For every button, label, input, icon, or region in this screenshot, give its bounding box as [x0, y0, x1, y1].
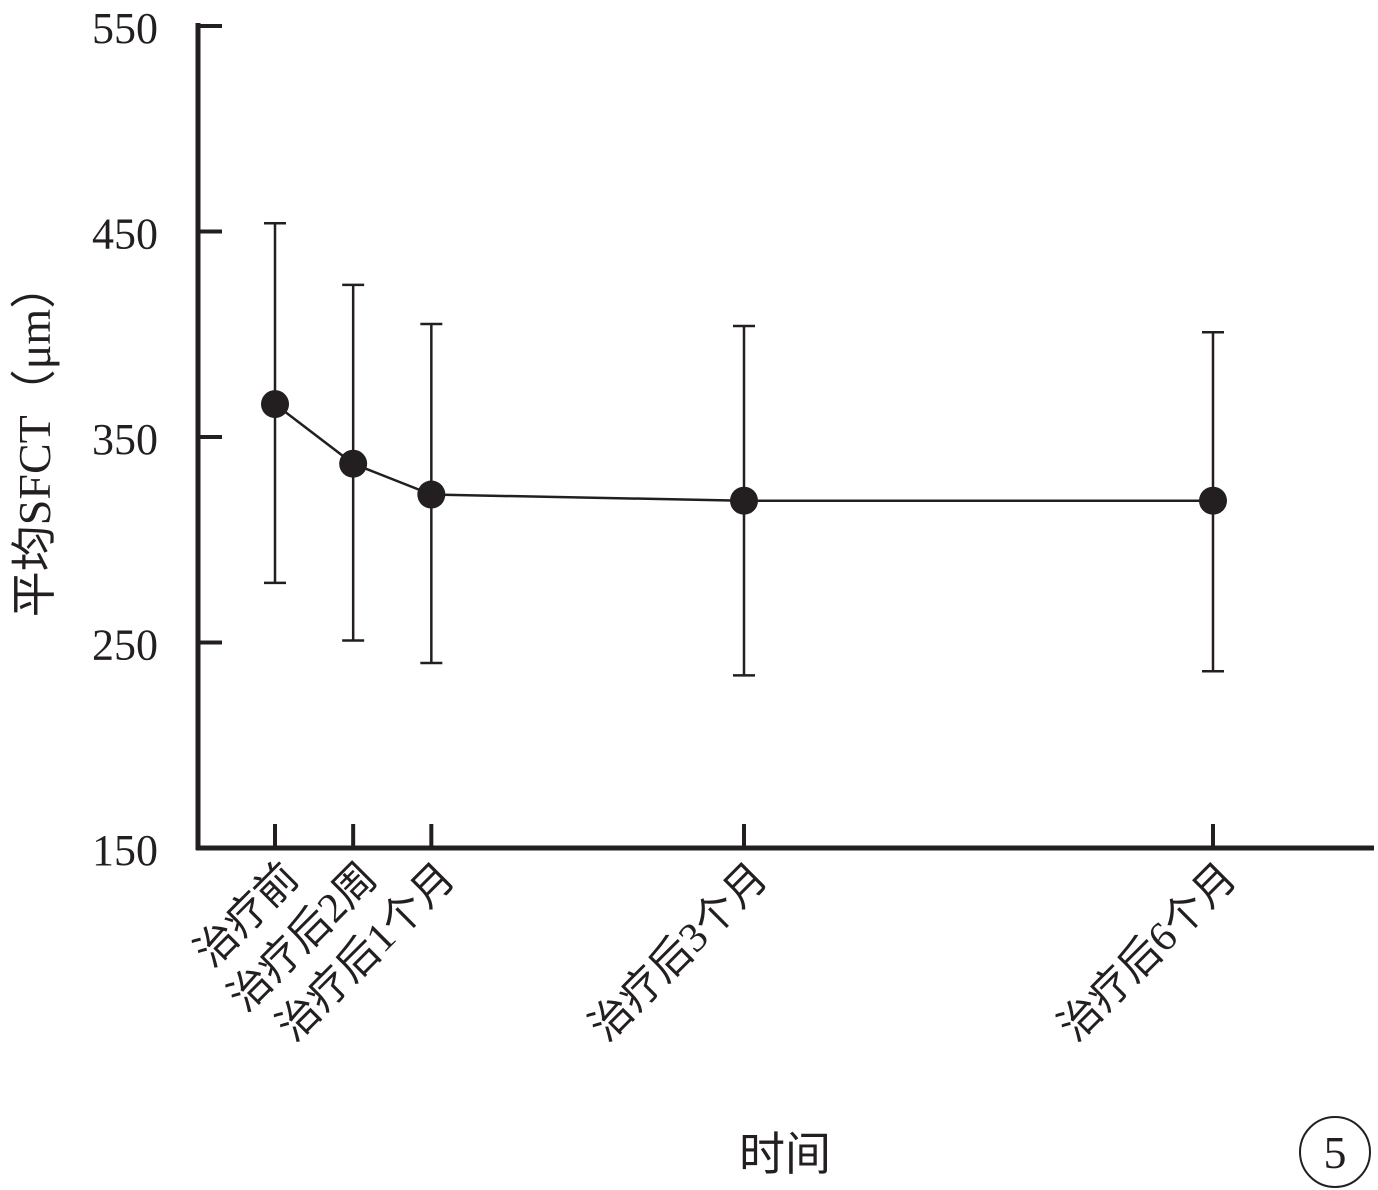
panel-badge-label: 5: [1324, 1127, 1347, 1178]
data-point: [339, 449, 368, 478]
axes: [195, 23, 1374, 851]
x-tick-label: 治疗后3个月: [581, 855, 777, 1051]
panel-badge: 5: [1299, 1116, 1371, 1188]
y-tick-label: 450: [92, 210, 158, 259]
y-tick-label: 350: [92, 415, 158, 464]
panel-badge-circle: [1299, 1116, 1371, 1188]
y-ticks: 150 250 350 450 550: [92, 4, 222, 875]
y-tick-label: 150: [92, 826, 158, 875]
series: [261, 390, 1227, 515]
y-tick-label: 250: [92, 621, 158, 670]
y-axis-title: 平均SFCT（μm）: [9, 263, 60, 617]
data-point: [261, 390, 289, 419]
data-point: [730, 486, 758, 515]
x-tick-label: 治疗后6个月: [1050, 855, 1246, 1051]
data-point: [1199, 486, 1227, 515]
x-axis-title: 时间: [739, 1129, 831, 1180]
data-point: [417, 480, 446, 509]
y-tick-label: 550: [92, 4, 158, 53]
error-bars: [264, 222, 1224, 677]
